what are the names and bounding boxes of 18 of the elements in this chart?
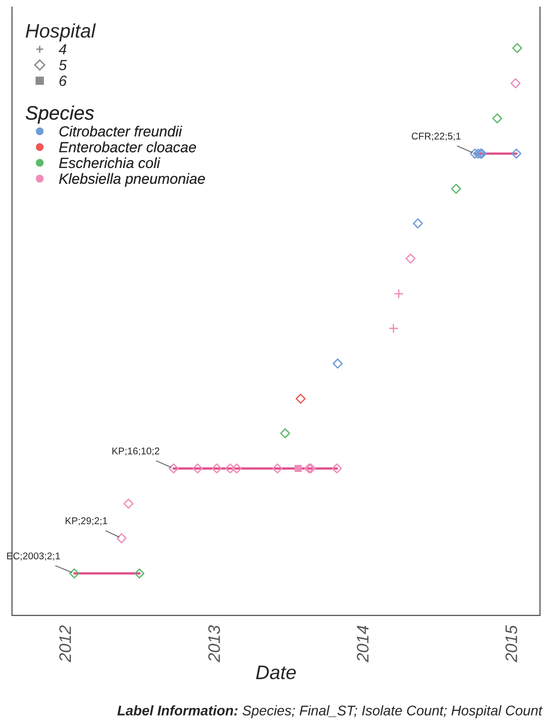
- legend-label: Enterobacter cloacae: [59, 142, 196, 152]
- annotation: 6: [59, 76, 67, 86]
- text: Hospital: [26, 23, 96, 42]
- x-tick-label: 2013: [208, 625, 220, 662]
- text: Label Information: Species; Final_ST; Isolate Count; Hospital Count: [117, 705, 543, 718]
- annotation: KP;29;2;1: [66, 517, 108, 526]
- x-tick-label: 2014: [356, 626, 369, 662]
- annotation: KP;16;10;2: [112, 448, 160, 456]
- annotation: CFR;22;5;1: [412, 132, 460, 141]
- legend-title: Species: [26, 106, 94, 124]
- legend-label: Escherichia coli: [59, 157, 160, 168]
- annotation: 4: [58, 44, 66, 54]
- x-tick-label: 2012: [59, 625, 72, 662]
- x-axis-title: Date: [256, 666, 296, 680]
- x-tick-label: 2015: [505, 625, 518, 662]
- legend-label: Citrobacter freundii: [59, 126, 182, 137]
- legend-label: Klebsiella pneumoniae: [59, 173, 205, 187]
- annotation: 5: [59, 60, 67, 70]
